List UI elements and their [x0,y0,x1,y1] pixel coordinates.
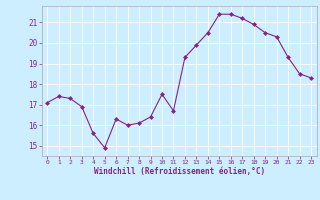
X-axis label: Windchill (Refroidissement éolien,°C): Windchill (Refroidissement éolien,°C) [94,167,265,176]
